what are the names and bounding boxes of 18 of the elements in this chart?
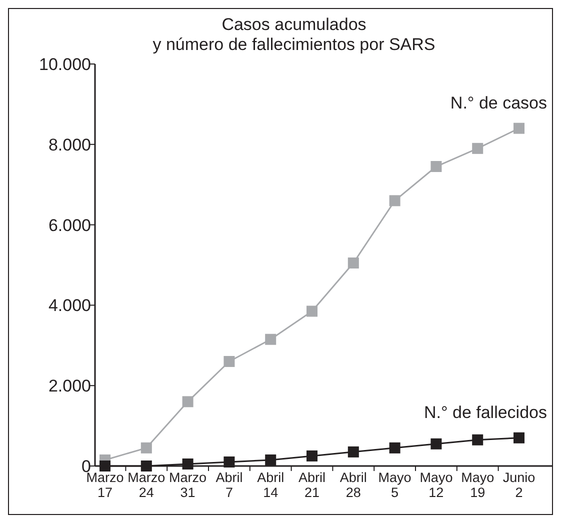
y-tick-label: 6.000 <box>48 216 91 235</box>
series-label: N.° de casos <box>450 93 547 112</box>
x-tick-label: Abril 28 <box>340 470 367 500</box>
x-tick-label: Abril 7 <box>216 470 243 500</box>
chart-title: Casos acumulados y número de fallecimientos por SARS <box>152 15 436 54</box>
x-tick-label: Mayo 19 <box>461 470 494 500</box>
series-label: N.° de fallecidos <box>424 402 547 422</box>
y-tick-label: 4.000 <box>48 296 91 316</box>
x-tick-label: Marzo 24 <box>128 470 166 500</box>
x-tick-label: Abril 14 <box>257 470 284 500</box>
x-tick-label: Marzo 31 <box>169 470 207 500</box>
x-tick-label: Junio 2 <box>502 470 536 500</box>
y-tick-label: 8.000 <box>48 135 91 154</box>
x-tick-label: Mayo 5 <box>378 470 412 500</box>
y-tick-label: 10.000 <box>39 55 91 74</box>
y-tick-label: 2.000 <box>48 376 91 396</box>
x-tick-label: Abril 21 <box>298 470 326 500</box>
x-tick-label: Mayo 12 <box>420 470 453 500</box>
